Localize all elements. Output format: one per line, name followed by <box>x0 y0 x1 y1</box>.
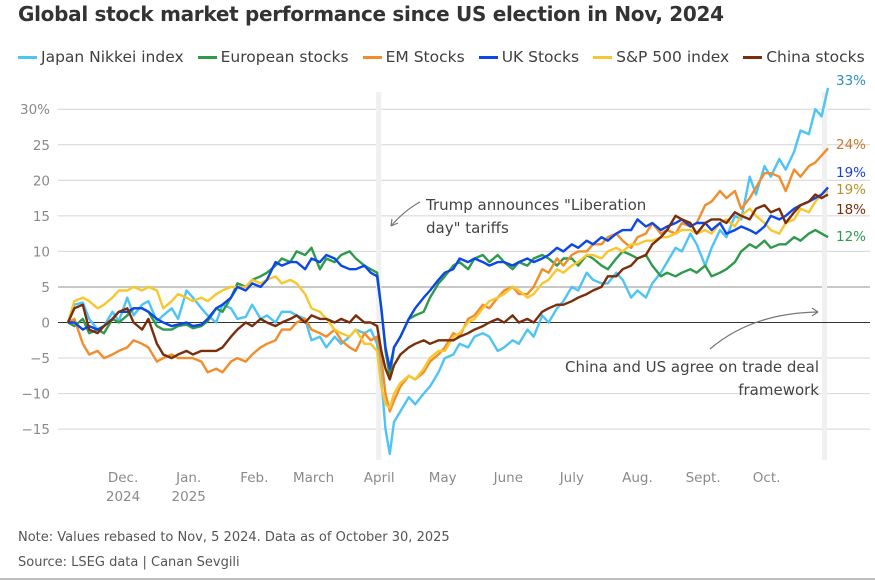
x-tick-label-year: 2025 <box>171 489 205 505</box>
trade-deal-arrowhead <box>811 307 819 317</box>
x-tick-label: May <box>429 470 457 486</box>
x-tick-label: April <box>364 470 395 486</box>
series-lines <box>66 87 830 456</box>
legend-swatch <box>478 55 498 59</box>
legend-swatch <box>362 55 382 59</box>
liberation-arrowhead <box>390 218 399 227</box>
y-tick-label: −15 <box>22 422 51 438</box>
legend-label: European stocks <box>220 48 349 66</box>
x-tick-label: June <box>493 470 523 486</box>
y-tick-label: 5 <box>41 280 50 296</box>
series-line-japan-nikkei-index <box>66 87 830 456</box>
y-tick-label: −5 <box>30 351 50 367</box>
trade-deal-annotation-line1: China and US agree on trade deal <box>565 358 819 376</box>
x-tick-label: Oct. <box>753 470 781 486</box>
source-credit: Source: LSEG data | Canan Sevgili <box>18 555 240 570</box>
x-tick-label: July <box>559 470 584 486</box>
x-tick-label: March <box>293 470 334 486</box>
y-tick-label: −10 <box>22 387 51 403</box>
y-tick-label: 0 <box>41 316 50 332</box>
legend-label: EM Stocks <box>385 48 465 66</box>
y-tick-label: 20 <box>33 173 50 189</box>
trade-deal-marker <box>822 92 827 460</box>
legend-label: S&P 500 index <box>616 48 730 66</box>
legend-label: China stocks <box>766 48 865 66</box>
x-tick-label: Dec. <box>108 470 138 486</box>
gridlines <box>58 108 870 430</box>
end-labels: 33% 24% 19%19% 18% 12% <box>836 73 866 245</box>
trade-deal-annotation-line2: framework <box>738 381 819 399</box>
legend-item-european: European stocks <box>197 48 349 66</box>
y-axis-ticks: 30% 25 20 15 10 5 0 −5 −10 −15 <box>20 102 50 438</box>
x-tick-label: Sept. <box>686 470 721 486</box>
liberation-annotation-line2: day" tariffs <box>426 219 509 237</box>
end-value-label: 19% <box>836 182 866 198</box>
y-tick-label: 10 <box>33 244 50 260</box>
series-line-uk-stocks <box>68 186 829 370</box>
legend-item-uk: UK Stocks <box>478 48 580 66</box>
end-value-label: 33% <box>836 73 866 89</box>
trade-deal-arrow <box>709 311 819 350</box>
legend-item-em: EM Stocks <box>362 48 465 66</box>
end-value-label: 19% <box>836 165 866 181</box>
liberation-arrow <box>390 201 421 227</box>
x-tick-label-year: 2024 <box>106 489 140 505</box>
series-line-s-p-500-index <box>66 189 829 409</box>
legend-swatch <box>18 55 37 59</box>
liberation-day-marker <box>376 92 382 460</box>
x-tick-label: Feb. <box>240 470 268 486</box>
legend-label: Japan Nikkei index <box>41 48 184 66</box>
end-value-label: 12% <box>836 229 866 245</box>
legend-swatch <box>197 55 217 59</box>
legend-item-nikkei: Japan Nikkei index <box>18 48 184 66</box>
annotations: Trump announces "Liberation day" tariffs… <box>390 196 819 399</box>
x-tick-label: Aug. <box>622 470 653 486</box>
legend-swatch <box>593 55 613 59</box>
series-line-china-stocks <box>66 193 829 381</box>
bottom-divider <box>0 578 875 580</box>
x-tick-label: Jan. <box>175 470 201 486</box>
legend-swatch <box>743 55 763 59</box>
y-tick-label: 15 <box>33 209 50 225</box>
legend: Japan Nikkei index European stocks EM St… <box>18 48 865 66</box>
legend-item-china: China stocks <box>743 48 865 66</box>
chart-title: Global stock market performance since US… <box>18 2 724 26</box>
footnote: Note: Values rebased to Nov, 5 2024. Dat… <box>18 530 450 545</box>
y-tick-label: 25 <box>33 138 50 154</box>
series-line-european-stocks <box>67 228 829 377</box>
line-chart: 30% 25 20 15 10 5 0 −5 −10 −15 Dec. 2024 Jan. 2025 Fe… <box>20 73 870 505</box>
legend-item-sp500: S&P 500 index <box>593 48 729 66</box>
legend-label: UK Stocks <box>501 48 580 66</box>
y-tick-label: 30% <box>20 102 50 118</box>
end-value-label: 18% <box>836 202 866 218</box>
end-value-label: 24% <box>836 137 866 153</box>
x-axis-ticks: Dec. 2024 Jan. 2025 Feb. March April May June Jul… <box>106 470 781 505</box>
liberation-annotation-line1: Trump announces "Liberation <box>425 196 646 214</box>
